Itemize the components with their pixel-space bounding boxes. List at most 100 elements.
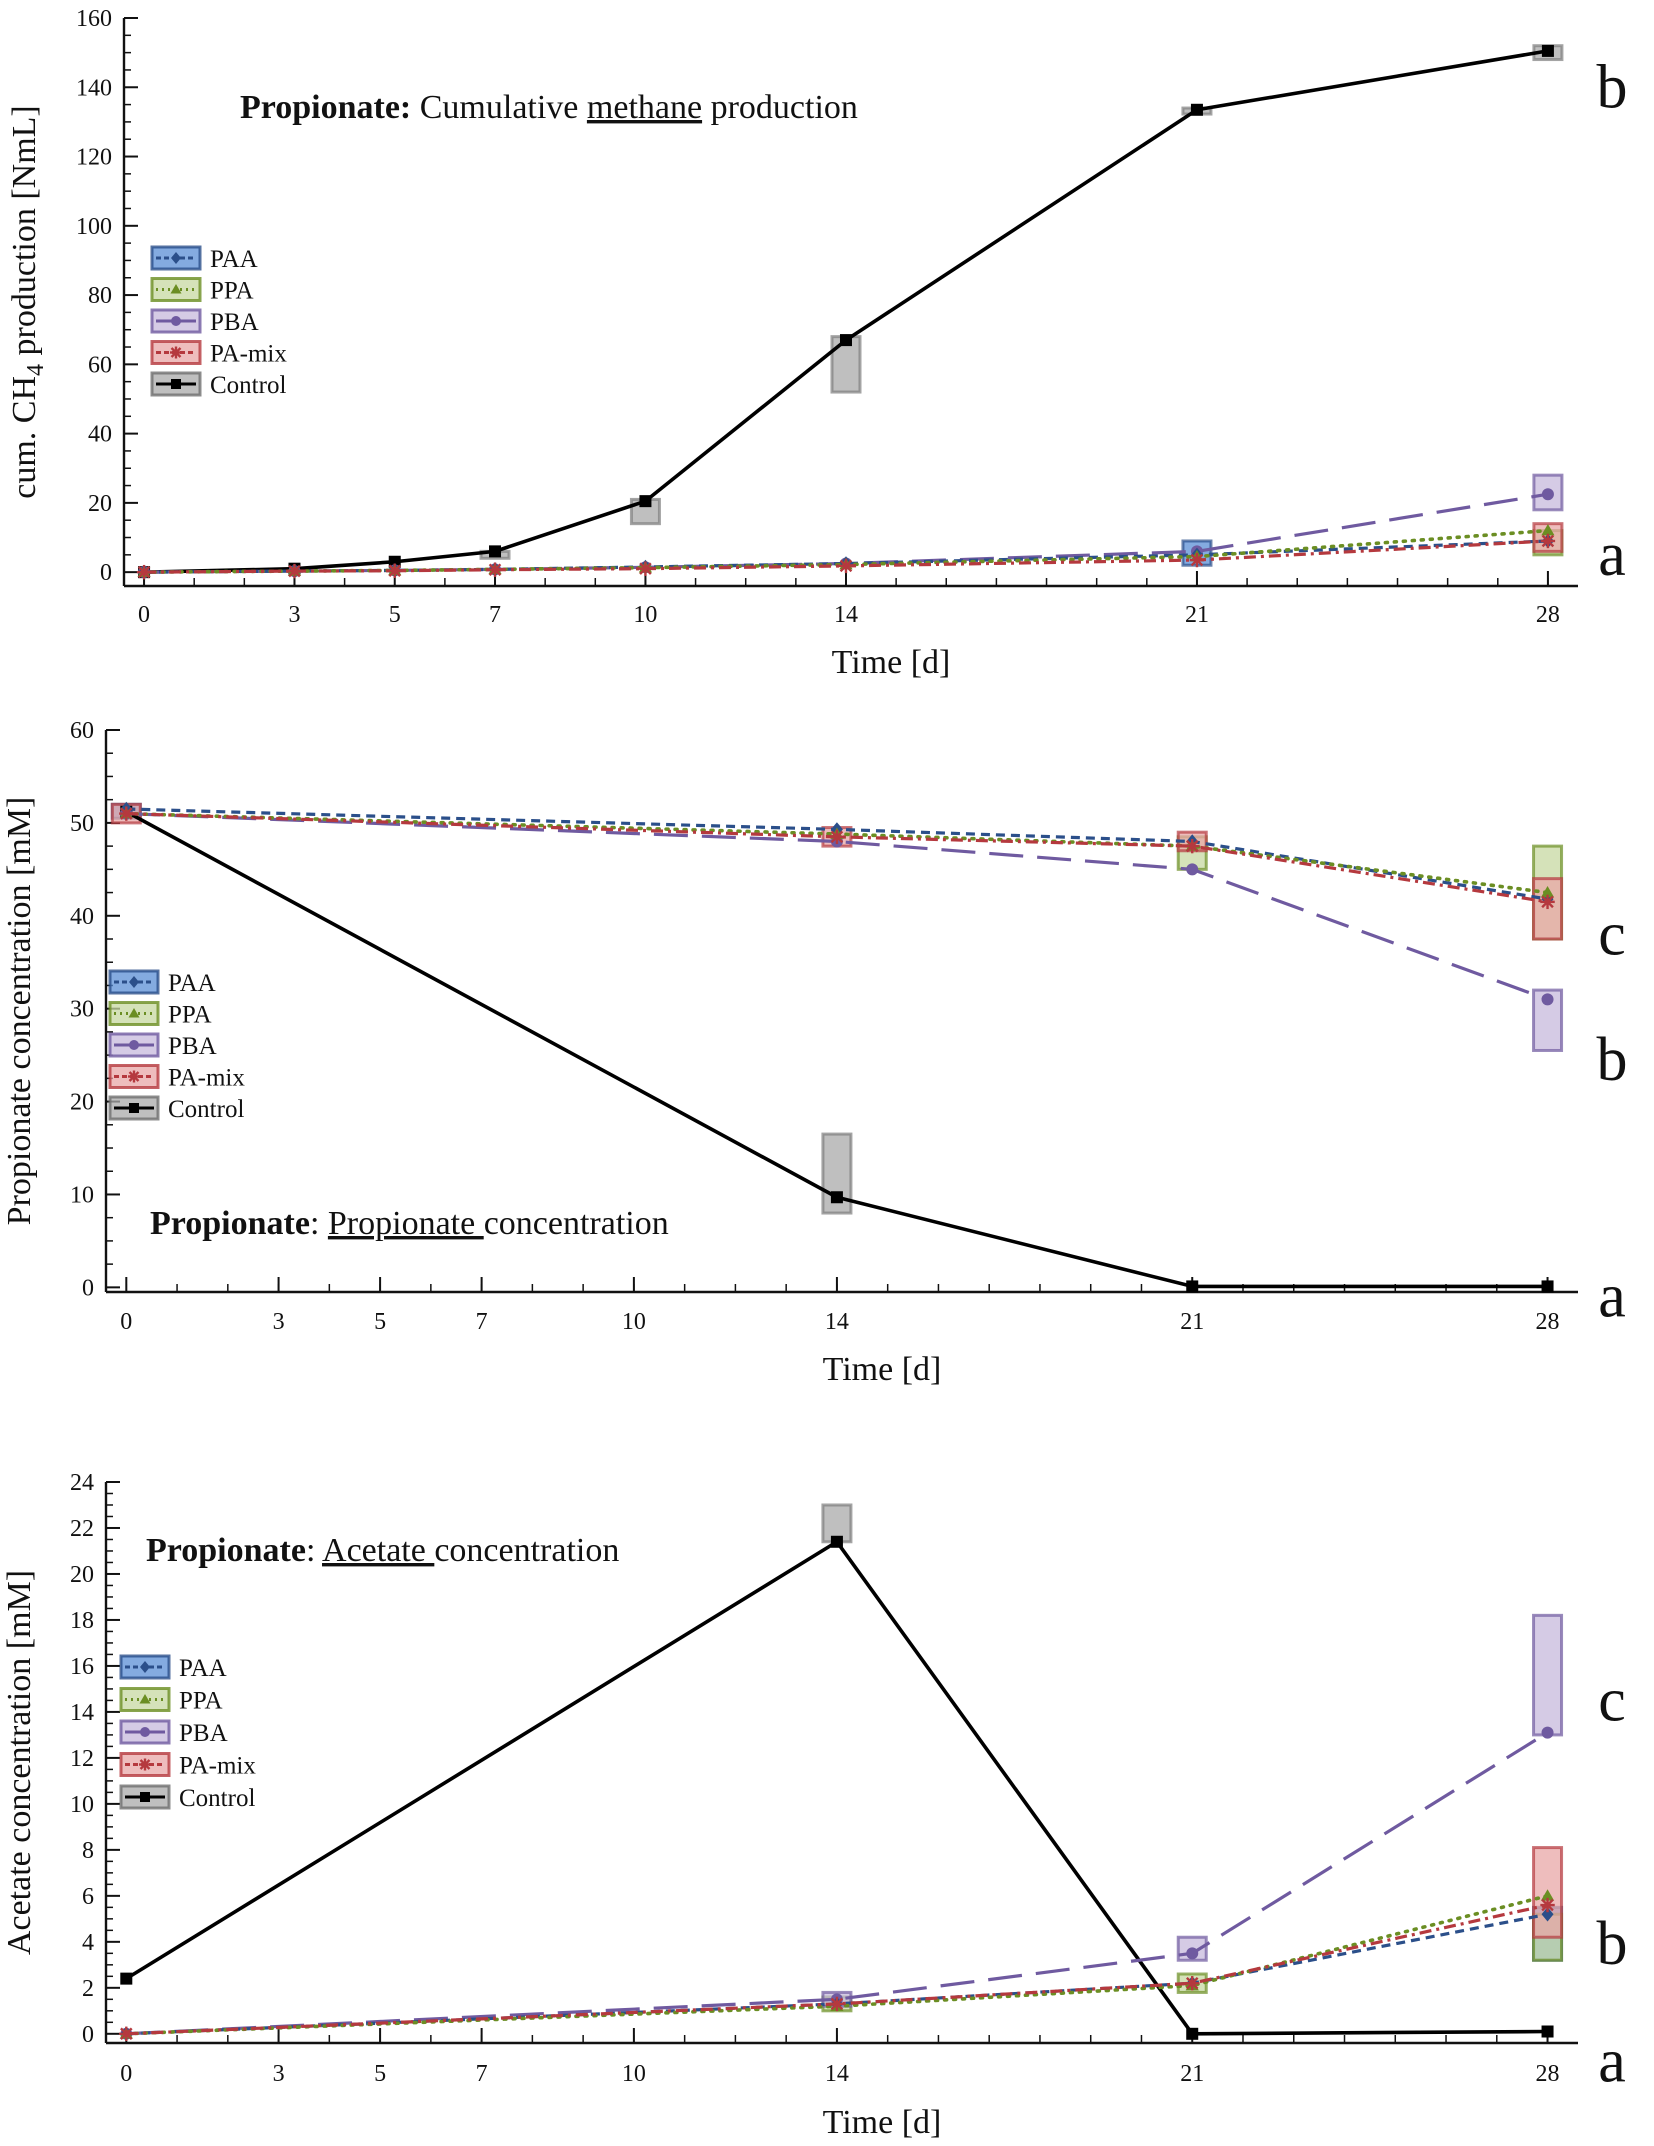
y-tick-label: 160 bbox=[76, 6, 112, 32]
y-axis-title-main: Propionate concentration [mM] bbox=[1, 797, 38, 1226]
y-tick-label: 30 bbox=[70, 997, 94, 1023]
y-tick-label: 0 bbox=[82, 2022, 94, 2048]
series-line-pa-mix bbox=[144, 539, 1549, 574]
x-axis-title: Time [d] bbox=[823, 2104, 942, 2141]
data-point-ppa bbox=[1540, 1889, 1555, 1901]
legend-label: PAA bbox=[210, 246, 258, 273]
data-point-control bbox=[1190, 103, 1203, 116]
y-tick-label: 20 bbox=[70, 1090, 94, 1116]
data-point-control bbox=[1541, 2025, 1554, 2038]
y-tick-label: 0 bbox=[100, 560, 112, 586]
methane-panel: 0 20 40 60 80 100 120 140 160 0 3 5 7 10 14 21 28 Time [d… bbox=[6, 6, 1628, 681]
y-tick-label: 50 bbox=[70, 811, 94, 837]
series-line-ppa bbox=[124, 1894, 1550, 2036]
x-tick-label: 5 bbox=[374, 2061, 386, 2087]
ci-box-pba bbox=[1532, 1613, 1564, 1737]
data-point-control bbox=[839, 334, 852, 347]
x-tick-label: 28 bbox=[1536, 2061, 1560, 2087]
series-line-control bbox=[144, 49, 1549, 574]
legend-label: PBA bbox=[179, 1720, 228, 1747]
data-point-control bbox=[1186, 1280, 1199, 1293]
legend-label: Control bbox=[179, 1785, 255, 1812]
legend-label: PPA bbox=[210, 278, 254, 305]
y-axis-title-main: Acetate concentration [mM] bbox=[1, 1570, 38, 1955]
data-point-pa-mix bbox=[638, 561, 653, 576]
data-point-pa-mix bbox=[829, 1996, 845, 2012]
legend-marker bbox=[170, 346, 182, 359]
star-stroke bbox=[137, 565, 151, 579]
x-tick-label: 21 bbox=[1185, 602, 1209, 628]
data-point-pa-mix bbox=[119, 2026, 134, 2042]
x-tick-label: 10 bbox=[633, 602, 657, 628]
data-point-control bbox=[830, 1535, 843, 1548]
significance-letter: c bbox=[1598, 1666, 1626, 1734]
data-point-control bbox=[489, 545, 502, 558]
y-axis-title: Propionate concentration [mM] bbox=[1, 797, 38, 1226]
legend-marker bbox=[140, 1792, 150, 1802]
y-tick-label: 14 bbox=[70, 1700, 94, 1726]
legend-label: PPA bbox=[179, 1688, 223, 1715]
data-point-control bbox=[120, 1972, 133, 1985]
star-stroke bbox=[1190, 553, 1204, 567]
legend-item-paa: PAA bbox=[108, 969, 216, 997]
legend-marker bbox=[129, 976, 139, 988]
significance-letter: b bbox=[1597, 1910, 1628, 1978]
star-stroke bbox=[288, 564, 301, 578]
chart-title: Propionate: Acetate concentration bbox=[146, 1532, 619, 1569]
y-tick-label: 40 bbox=[88, 422, 112, 448]
legend-marker bbox=[129, 1040, 139, 1050]
chart-title-suffix: production bbox=[702, 89, 858, 126]
x-tick-label: 5 bbox=[389, 602, 401, 628]
legend-marker bbox=[128, 1070, 140, 1083]
ci-boxes bbox=[821, 1503, 1564, 2013]
chart-title-underlined: methane bbox=[587, 89, 702, 126]
significance-letter: a bbox=[1598, 2027, 1626, 2095]
data-point-control bbox=[388, 555, 401, 568]
chart-title-prefix: : bbox=[310, 1205, 328, 1242]
star-stroke bbox=[830, 830, 844, 844]
star-stroke bbox=[1541, 534, 1555, 548]
legend-marker bbox=[129, 1103, 139, 1113]
legend-marker bbox=[140, 1727, 150, 1737]
legend-marker bbox=[139, 1694, 151, 1704]
legend-item-pba: PBA bbox=[108, 1032, 217, 1060]
series-line-pba bbox=[126, 812, 1549, 1001]
series-pa-mix bbox=[119, 1897, 1555, 2042]
data-point-pa-mix bbox=[487, 562, 503, 577]
data-point-pa-mix bbox=[1185, 1976, 1200, 1991]
series-line-pa-mix bbox=[126, 1903, 1548, 2036]
y-tick-label: 10 bbox=[70, 1182, 94, 1208]
x-tick-label: 3 bbox=[273, 1309, 285, 1335]
series-line-pba bbox=[126, 1731, 1549, 2036]
star-stroke bbox=[170, 347, 182, 358]
x-tick-label: 14 bbox=[825, 1309, 849, 1335]
legend: PAA PPA PBA PA-mix Control bbox=[108, 969, 245, 1123]
y-axis-title: cum. CH4 production [NmL] bbox=[6, 105, 49, 499]
y-tick-label: 4 bbox=[82, 1930, 94, 1956]
y-tick-label: 12 bbox=[70, 1746, 94, 1772]
x-tick-label: 28 bbox=[1536, 602, 1560, 628]
chart-title-suffix: concentration bbox=[484, 1205, 669, 1242]
legend-label: PA-mix bbox=[168, 1065, 245, 1092]
data-point-control bbox=[639, 495, 652, 508]
legend-label: Control bbox=[210, 372, 286, 399]
legend-label: PAA bbox=[179, 1655, 227, 1682]
star-stroke bbox=[388, 564, 401, 578]
data-point-pba bbox=[1541, 993, 1554, 1006]
x-axis-title: Time [d] bbox=[832, 644, 951, 681]
x-tick-label: 7 bbox=[489, 602, 501, 628]
significance-letter: a bbox=[1598, 521, 1626, 589]
legend-marker bbox=[128, 1008, 140, 1018]
legend-marker bbox=[139, 1758, 151, 1771]
star-stroke bbox=[488, 563, 502, 576]
y-tick-label: 120 bbox=[76, 145, 112, 171]
x-tick-label: 0 bbox=[120, 2061, 132, 2087]
x-tick-label: 21 bbox=[1180, 1309, 1204, 1335]
series-line-paa bbox=[126, 1912, 1548, 2036]
chart-title-bold: Propionate: bbox=[240, 89, 411, 126]
y-tick-label: 24 bbox=[70, 1470, 94, 1496]
y-tick-label: 22 bbox=[70, 1516, 94, 1542]
x-tick-label: 21 bbox=[1180, 2061, 1204, 2087]
data-point-pa-mix bbox=[1189, 552, 1205, 568]
